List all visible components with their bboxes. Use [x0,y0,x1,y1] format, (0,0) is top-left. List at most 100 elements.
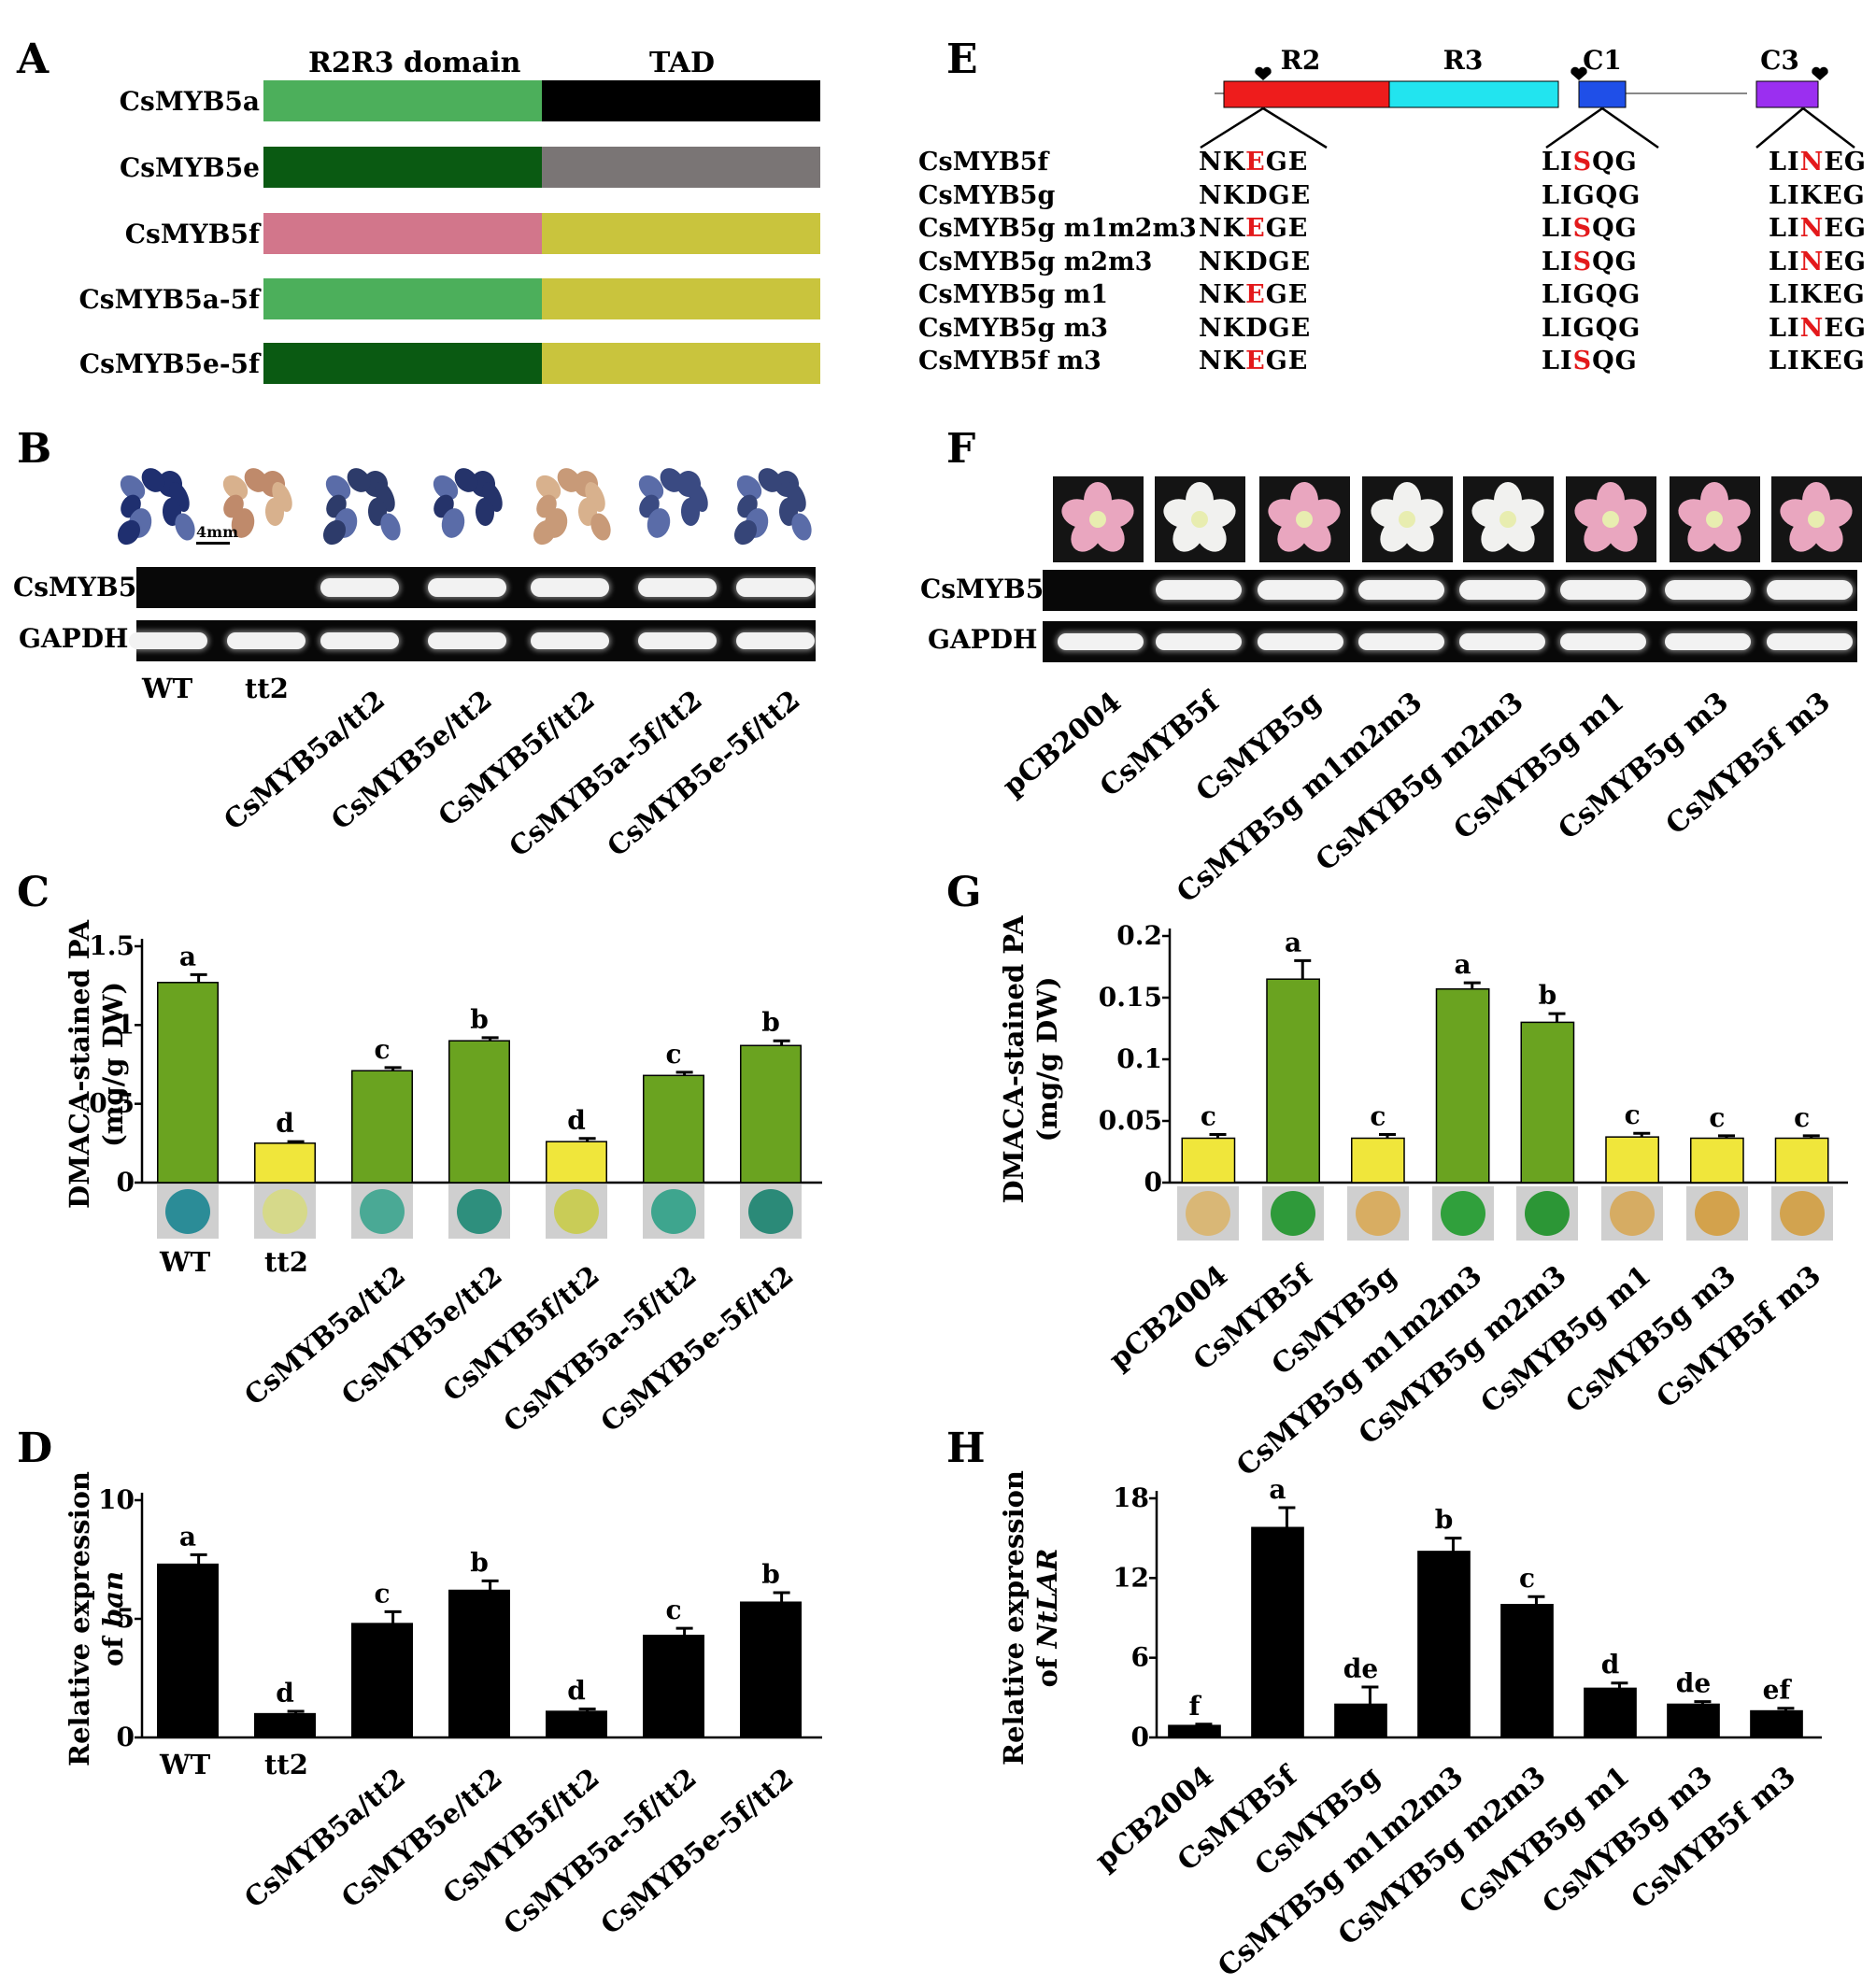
significance-letter: c [1519,1563,1535,1594]
bar [1435,988,1490,1184]
residue-run: LI [1542,148,1573,177]
y-tick-label: 18 [1113,1482,1149,1513]
y-axis-label: of NtLAR [1031,1549,1063,1688]
stain-well [457,1189,502,1234]
gel-band [531,632,609,649]
residue-run: LIKEG [1769,347,1866,376]
motif-sequence: LISQG [1542,148,1638,177]
panel-label-f: F [946,425,976,473]
flower-photo [1053,476,1144,562]
motif-sequence: LIKEG [1769,347,1866,376]
flower-photo [1670,476,1760,562]
residue-run: NK [1199,214,1246,243]
significance-letter: c [665,1595,681,1625]
significance-letter: c [374,1578,390,1609]
construct-header-left: R2R3 domain [308,47,521,79]
panel-label-a: A [17,35,50,83]
c1-domain [1578,80,1627,108]
residue-run: EG [1824,214,1867,243]
lane-label: WT [142,673,193,704]
zoom-line [1262,106,1328,149]
residue-run: LIKEG [1769,280,1866,309]
construct-name: CsMYB5f [124,219,260,249]
residue-run: LI [1542,214,1573,243]
bar [1774,1137,1829,1184]
gel-band [531,578,609,597]
bar [740,1601,802,1738]
bar [254,1712,316,1738]
mutated-residue: S [1572,347,1593,376]
flower-icon [1574,482,1647,552]
bar [1334,1703,1387,1738]
construct-name: CsMYB5g [918,180,1056,210]
residue-run: LI [1769,148,1800,177]
domain-label: C3 [1760,45,1799,76]
panel-label-e: E [946,35,978,83]
stain-well [651,1189,696,1234]
mutation-site-icon [1570,66,1587,80]
mutation-site-icon [1812,66,1828,80]
significance-letter: d [1601,1650,1620,1680]
significance-letter: ef [1763,1675,1793,1706]
construct-name: CsMYB5g m3 [918,313,1109,343]
gel-band [428,578,506,597]
gel-band [428,632,506,649]
bar [1168,1724,1221,1738]
y-tick-label: 0.05 [1099,1105,1162,1136]
motif-sequence: NKEGE [1199,347,1308,376]
y-tick-label: 1.5 [89,930,135,961]
bar [1181,1137,1236,1184]
y-axis-label: Relative expression [64,1471,95,1765]
gel-row-label: GAPDH [19,623,129,654]
x-tick-label: CsMYB5a/tt2 [237,1258,411,1412]
chart-c: 0 0.5 1 1.5 a d c b d c b DMACA-stained PA (mg/g DW) [64,920,822,1209]
stain-well [263,1189,307,1234]
bar [254,1142,316,1184]
significance-letter: a [1269,1474,1286,1505]
gel-band [320,632,399,649]
motif-sequence: LISQG [1542,248,1638,276]
flower-icon [1163,482,1236,552]
significance-letter: d [276,1678,294,1709]
construct-name: CsMYB5a [119,86,260,117]
y-tick-label: 0.5 [89,1088,135,1119]
gel-band [1560,580,1646,600]
significance-letter: de [1343,1653,1378,1684]
r2r3-domain-bar [263,213,542,254]
motif-sequence: NKEGE [1199,280,1308,309]
bar [1584,1687,1637,1738]
zoom-line [1802,107,1855,149]
plot-area: 0 5 10 a d c b d c b Relative expression [64,1471,822,1765]
plot-area: 0 0.5 1 1.5 a d c b d c b DMACA-stained PA (mg/g DW) [64,920,822,1209]
tad-domain-bar [542,147,820,188]
gel-band [320,578,399,597]
motif-sequence: LINEG [1769,314,1867,343]
mutated-residue: E [1245,280,1266,309]
bar [448,1589,510,1738]
stain-well [1610,1191,1656,1236]
x-tick-label: WT [160,1749,211,1780]
gel-band [1258,633,1343,650]
motif-sequence: LIKEG [1769,181,1866,210]
y-axis-label: Relative expression [998,1470,1030,1765]
panel-label-g: G [946,869,982,916]
panel-label-c: C [17,869,50,916]
motif-sequence: LINEG [1769,214,1867,243]
bar [546,1141,607,1184]
significance-letter: b [761,1559,780,1590]
motif-sequence: NKEGE [1199,214,1308,243]
gel-band [227,632,306,649]
y-tick-label: 5 [117,1603,135,1634]
significance-letter: b [761,1007,780,1038]
zoom-line [1545,106,1603,149]
chart-g: 0 0.05 0.1 0.15 0.2 c a c a b c c c DMACA-stained PA(… [998,915,1848,1204]
motif-sequence: NKEGE [1199,148,1308,177]
stain-well [1440,1191,1485,1236]
bar [546,1710,607,1738]
residue-run: LI [1769,214,1800,243]
x-tick-label: tt2 [264,1246,308,1278]
residue-run: QG [1592,347,1638,376]
y-tick-label: 0 [1144,1167,1162,1198]
motif-sequence: LIGQG [1542,314,1641,343]
bar [351,1623,413,1738]
